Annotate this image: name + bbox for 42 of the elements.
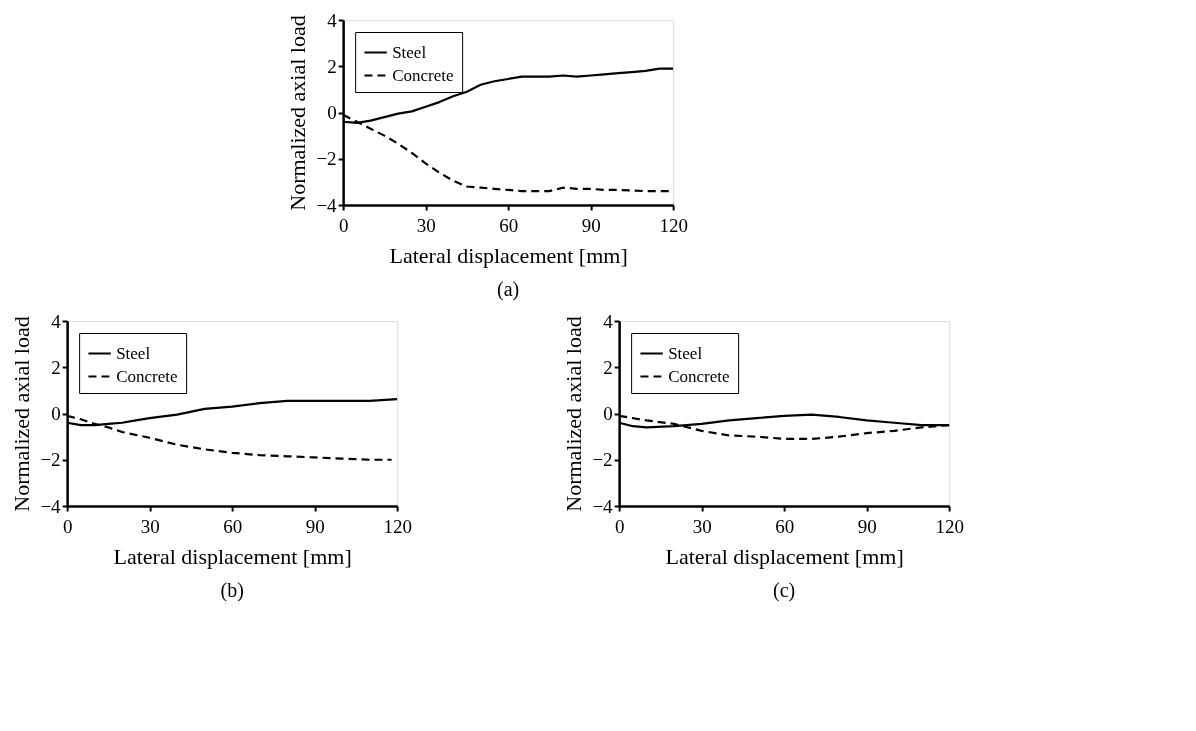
y-tick-label: 4 xyxy=(603,310,614,332)
x-tick-label: 60 xyxy=(775,515,795,537)
legend-label: Concrete xyxy=(392,65,454,85)
y-tick-label: 4 xyxy=(51,310,62,332)
y-tick-label: 2 xyxy=(603,356,613,378)
text: (a) xyxy=(497,278,520,301)
x-tick-label: 60 xyxy=(223,515,243,537)
x-tick-label: 90 xyxy=(857,515,877,537)
y-tick-label: −4 xyxy=(40,495,62,517)
y-tick-label: −2 xyxy=(316,148,337,170)
legend-label: Concrete xyxy=(668,366,730,386)
x-axis-title: Lateral displacement [mm] xyxy=(113,543,352,569)
x-tick-label: 90 xyxy=(581,214,601,236)
legend-label: Concrete xyxy=(116,366,178,386)
y-tick-label: 0 xyxy=(51,403,61,424)
y-tick-label: 0 xyxy=(327,102,337,123)
y-axis-title: Normalized axial load xyxy=(9,316,35,512)
text: (b) xyxy=(220,579,244,602)
x-tick-label: 120 xyxy=(383,515,412,537)
x-tick-label: 90 xyxy=(305,515,325,537)
y-tick-label: 0 xyxy=(603,403,613,424)
x-tick-label: 30 xyxy=(416,214,436,236)
y-tick-label: −4 xyxy=(592,495,614,517)
y-tick-label: −2 xyxy=(592,449,613,471)
y-tick-label: −2 xyxy=(40,449,61,471)
y-tick-label: −4 xyxy=(316,194,338,216)
x-tick-label: 30 xyxy=(692,515,712,537)
x-axis-title: Lateral displacement [mm] xyxy=(665,543,904,569)
legend-label: Steel xyxy=(668,343,703,363)
y-tick-label: 2 xyxy=(327,55,337,77)
legend-label: Steel xyxy=(392,42,427,62)
y-axis-title: Normalized axial load xyxy=(561,316,587,512)
text: (c) xyxy=(773,579,796,602)
x-tick-label: 120 xyxy=(659,214,688,236)
y-tick-label: 4 xyxy=(327,9,338,31)
legend-label: Steel xyxy=(116,343,151,363)
x-tick-label: 30 xyxy=(140,515,160,537)
x-tick-label: 120 xyxy=(935,515,964,537)
y-axis-title: Normalized axial load xyxy=(285,15,311,211)
x-tick-label: 60 xyxy=(499,214,519,236)
x-axis-title: Lateral displacement [mm] xyxy=(389,242,628,268)
y-tick-label: 2 xyxy=(51,356,61,378)
